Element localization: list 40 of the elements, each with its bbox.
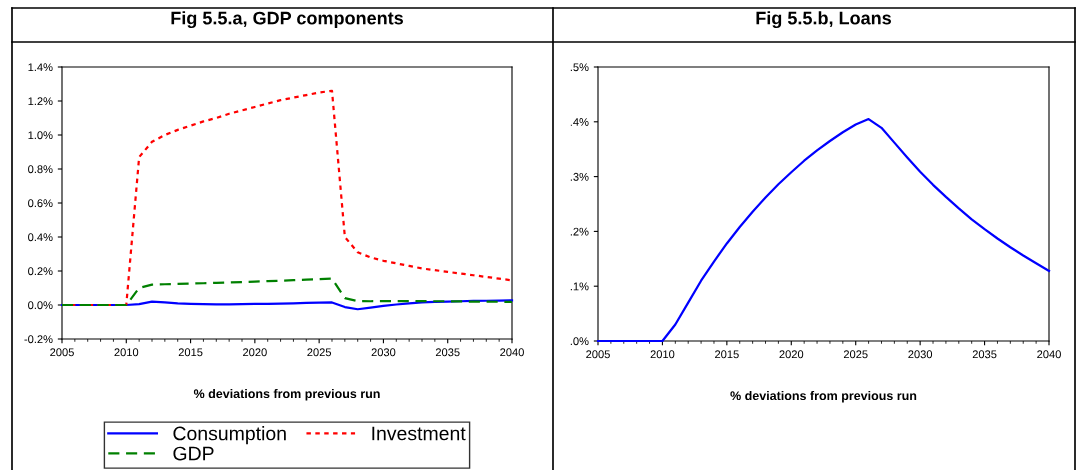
- x-tick-label: 2035: [435, 348, 460, 357]
- x-tick-label: 2020: [243, 348, 267, 357]
- x-tick-label: 2030: [371, 348, 396, 357]
- y-tick-label: 1.0%: [28, 131, 53, 140]
- x-tick-label: 2010: [114, 348, 139, 357]
- chart-title: Fig 5.5.a, GDP components: [171, 11, 403, 29]
- y-tick-label: 0.2%: [28, 267, 53, 276]
- y-tick-label: 0.8%: [28, 165, 53, 174]
- y-tick-label: .0%: [570, 337, 589, 346]
- x-tick-label: 2015: [715, 350, 739, 359]
- x-tick-label: 2025: [843, 350, 868, 359]
- legend-label: GDP: [173, 446, 214, 461]
- y-tick-label: -0.2%: [24, 335, 53, 344]
- y-tick-label: .3%: [570, 172, 589, 181]
- x-tick-label: 2040: [1037, 350, 1061, 359]
- x-tick-label: 2010: [650, 350, 675, 359]
- x-axis-title: % deviations from previous run: [193, 388, 380, 401]
- y-tick-label: .2%: [570, 227, 589, 236]
- x-tick-label: 2005: [586, 350, 610, 359]
- line-series: [60, 277, 514, 307]
- line-series: [60, 299, 514, 311]
- chart-title: Fig 5.5.b, Loans: [756, 11, 891, 29]
- x-tick-label: 2025: [307, 348, 332, 357]
- y-tick-label: .4%: [570, 118, 589, 126]
- x-tick-label: 2030: [908, 350, 933, 359]
- y-tick-label: 0.0%: [28, 301, 53, 310]
- y-tick-label: 1.2%: [28, 97, 53, 106]
- x-tick-label: 2040: [500, 348, 524, 357]
- x-tick-label: 2035: [972, 350, 997, 359]
- x-tick-label: 2020: [779, 350, 804, 359]
- y-tick-label: 0.6%: [28, 199, 53, 208]
- x-tick-label: 2015: [178, 348, 203, 357]
- legend-label: Investment: [372, 426, 466, 441]
- y-tick-label: 1.4%: [28, 63, 53, 72]
- y-tick-label: .5%: [570, 63, 589, 72]
- y-tick-label: 0.4%: [28, 233, 53, 242]
- x-tick-label: 2005: [50, 348, 74, 357]
- legend-label: Consumption: [173, 426, 286, 445]
- y-tick-label: .1%: [570, 282, 589, 291]
- x-axis-title: % deviations from previous run: [730, 390, 917, 403]
